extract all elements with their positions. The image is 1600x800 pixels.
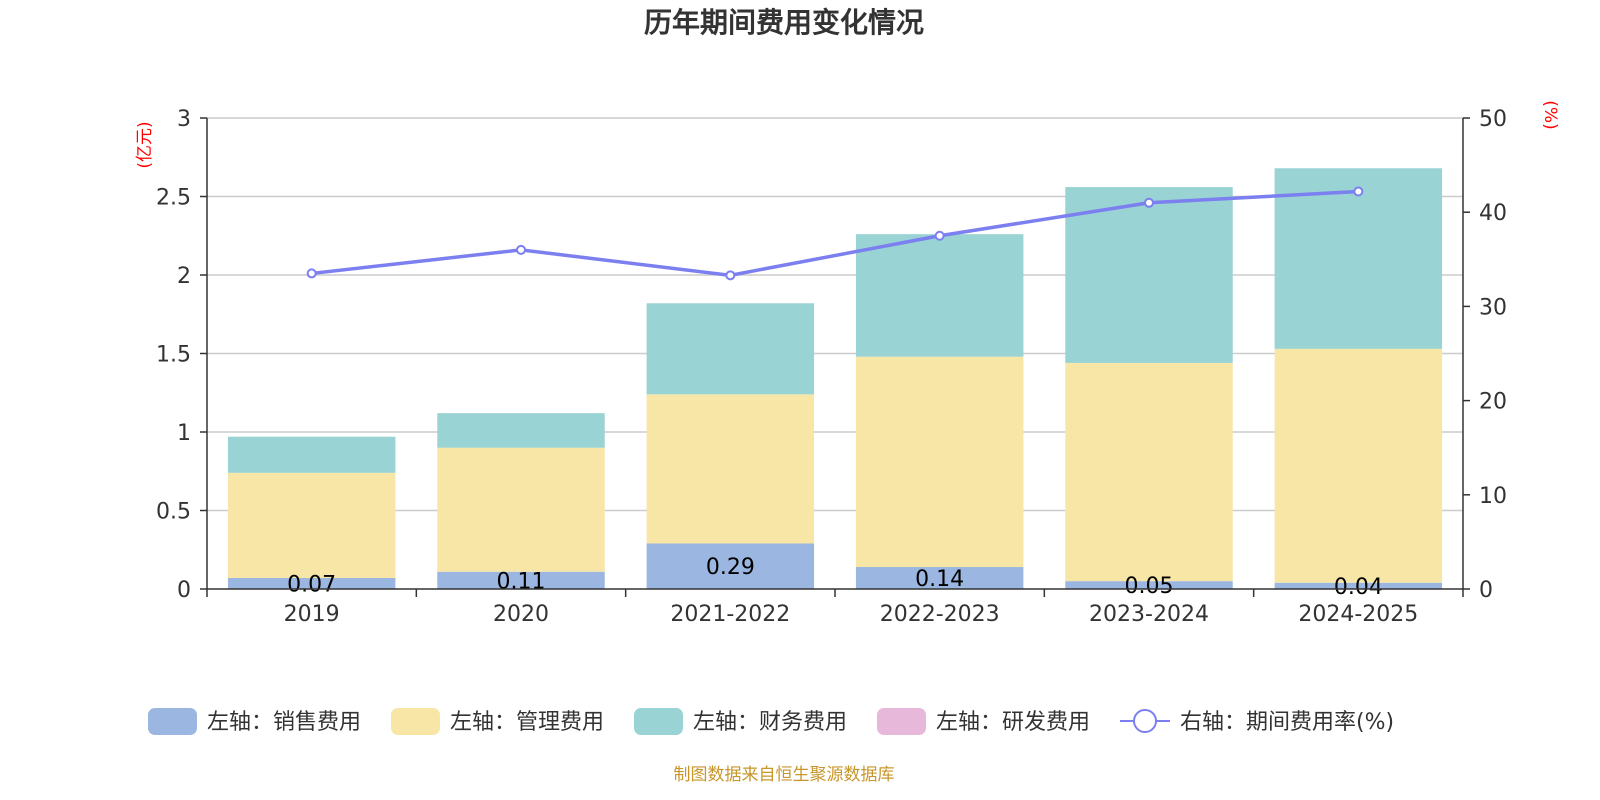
source-note: 制图数据来自恒生聚源数据库 [674,765,895,785]
x-tick-label: 2023-2024 [1089,602,1209,627]
bar-segment [646,543,815,589]
bar-segment [1065,581,1233,589]
legend-label: 左轴：销售费用 [207,710,361,735]
bar-segment [646,394,815,544]
left-axis-unit: (亿元) [135,121,155,168]
legend-label: 左轴：管理费用 [450,710,604,735]
x-tick-label: 2022-2023 [880,602,1000,627]
bar-segment [1274,348,1443,583]
bar-segment [437,413,605,448]
legend-swatch [877,708,926,735]
bar-segment [855,234,1024,357]
bar-segment [1065,187,1233,363]
grid [207,117,1463,512]
left-tick-label: 1 [177,421,191,446]
rate-point [725,270,736,281]
bar-segment [646,303,815,395]
right-axis-unit: (%) [1540,100,1560,129]
legend-label: 左轴：财务费用 [693,710,847,735]
bar-value-label: 0.07 [287,573,336,598]
bar-value-label: 0.04 [1334,575,1383,600]
right-tick-label: 50 [1479,107,1507,132]
bar-value-label: 0.05 [1125,574,1174,599]
bar-labels: 0.07 0.11 0.29 0.14 0.05 0.04 [287,555,1383,600]
left-tick-label: 1.5 [156,343,191,368]
rate-point [1353,186,1364,197]
legend-swatch [391,708,440,735]
bar-value-label: 0.29 [706,555,755,580]
legend-swatch [148,708,197,735]
rate-line-path [311,189,1359,278]
bar-segment [855,356,1024,568]
legend[interactable]: 左轴：销售费用 左轴：管理费用 左轴：财务费用 左轴：研发费用 右轴：期间费用率(%) [148,708,1394,735]
bar-segment [437,447,605,572]
x-tick-label: 2020 [493,602,549,627]
left-tick-label: 2 [177,264,191,289]
rate-point [934,230,945,241]
left-tick-label: 2.5 [156,186,191,211]
x-tick-label: 2019 [284,602,340,627]
bar-segment [227,436,396,473]
x-tick-label: 2021-2022 [670,602,790,627]
rate-point [306,268,317,279]
bar-segment [437,571,605,589]
x-tick-label: 2024-2025 [1298,602,1418,627]
rate-line [306,186,1364,281]
right-tick-label: 40 [1479,201,1507,226]
rate-point [516,244,526,255]
legend-label: 右轴：期间费用率(%) [1180,710,1394,735]
left-tick-label: 0.5 [156,500,191,525]
right-tick-label: 30 [1479,295,1507,320]
bar-value-label: 0.11 [497,569,546,594]
bar-segment [227,578,396,589]
legend-swatch [634,708,683,735]
chart-title: 历年期间费用变化情况 [644,6,924,39]
bar-segment [855,567,1024,589]
bar-segment [1065,362,1233,582]
rate-point [1144,197,1154,208]
right-tick-label: 10 [1479,484,1507,509]
bar-segment [1274,168,1443,349]
bar-segment [1274,582,1443,589]
left-tick-label: 3 [177,107,191,132]
bar-value-label: 0.14 [915,567,964,592]
right-tick-label: 0 [1479,578,1493,603]
legend-marker-icon [1133,709,1157,733]
right-tick-label: 20 [1479,390,1507,415]
left-tick-label: 0 [177,578,191,603]
bar-segment [227,472,396,579]
bars [227,168,1443,589]
legend-label: 左轴：研发费用 [936,710,1090,735]
